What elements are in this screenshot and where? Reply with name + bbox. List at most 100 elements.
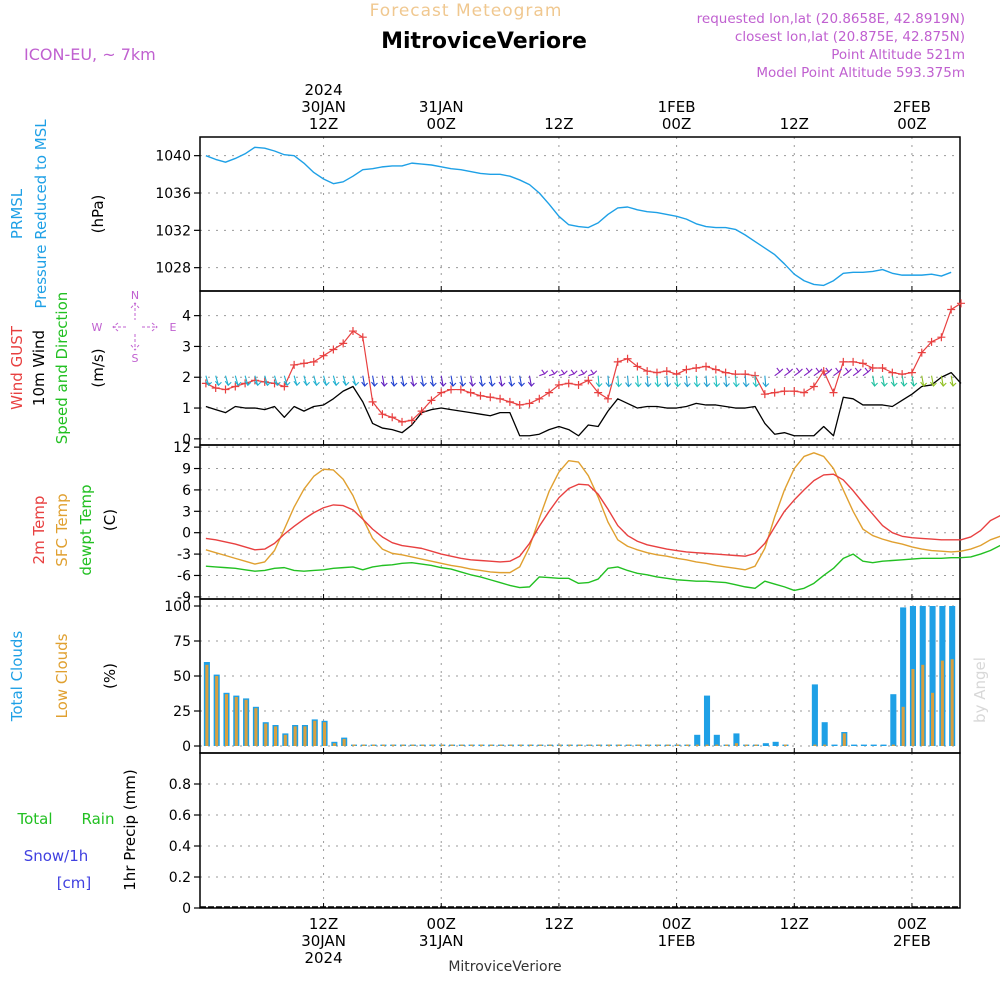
time-label-bottom: 31JAN [419, 932, 464, 950]
wind-direction-head [459, 381, 467, 387]
wind-direction-head [508, 381, 516, 387]
wind-direction-arrow [744, 375, 747, 387]
wind-direction-arrow [764, 375, 767, 387]
wind-direction-head [644, 382, 652, 388]
wind-direction-head [625, 382, 632, 388]
low-cloud-bar [342, 739, 346, 746]
wind-direction-head [949, 381, 957, 387]
gust-marker [809, 382, 818, 391]
model-altitude: Model Point Altitude 593.375m [756, 65, 965, 81]
wind-direction-arrow [372, 375, 376, 387]
low-cloud-bar [607, 744, 611, 746]
low-cloud-bar [891, 744, 895, 746]
wind-direction-arrow [636, 375, 639, 387]
y-tick-label: 1036 [155, 186, 191, 202]
wind-direction-arrow [931, 375, 934, 387]
low-cloud-bar [734, 743, 738, 746]
low-cloud-bar [411, 744, 415, 746]
y-tick-label: 0 [182, 739, 191, 755]
gust-marker [839, 357, 848, 366]
gust-marker [692, 364, 701, 372]
wind-direction-arrow [921, 375, 925, 387]
total-cloud-bar [821, 722, 828, 746]
gust-marker [800, 388, 809, 397]
low-cloud-bar [646, 744, 650, 746]
wind-label-direction: Speed and Direction [53, 292, 71, 445]
total-cloud-bar [890, 694, 897, 746]
time-label-bottom: 12Z [309, 915, 338, 933]
time-label-bottom: 12Z [780, 915, 809, 933]
total-cloud-bar [860, 744, 867, 746]
low-cloud-bar [323, 722, 327, 746]
wind-direction-head [674, 382, 681, 388]
time-label-bottom: 2FEB [893, 932, 931, 950]
low-cloud-bar [548, 744, 552, 746]
product-title: Forecast Meteogram [370, 1, 563, 21]
low-cloud-bar [313, 720, 317, 746]
gust-marker [241, 379, 250, 388]
low-cloud-bar [499, 744, 503, 746]
gust-marker [358, 333, 367, 342]
wind-direction-arrow [872, 375, 876, 387]
y-tick-label: 50 [173, 669, 191, 685]
wind-direction-arrow [656, 375, 659, 387]
wind-direction-arrow [283, 375, 288, 386]
gust-marker [603, 394, 612, 403]
compass-e: E [170, 321, 177, 334]
low-cloud-bar [627, 744, 631, 746]
low-cloud-bar [244, 699, 248, 746]
wind-direction-head [313, 380, 320, 387]
gust-marker [947, 305, 956, 314]
point-altitude: Point Altitude 521m [831, 47, 965, 63]
y-tick-label: 6 [182, 483, 191, 499]
wind-gust-line [205, 302, 962, 423]
precip-label-total: Total [16, 810, 52, 828]
wind-direction-head [234, 380, 242, 387]
low-cloud-bar [931, 692, 935, 746]
wind-direction-head [342, 380, 350, 387]
wind-direction-head [244, 380, 252, 387]
low-cloud-bar [479, 744, 483, 746]
gust-marker [927, 337, 936, 346]
gust-marker [937, 333, 946, 342]
wind-direction-head [825, 367, 833, 373]
wind-direction-arrow [381, 375, 385, 387]
gust-marker [711, 365, 720, 374]
low-cloud-bar [725, 744, 729, 746]
precip-label-snow: Snow/1h [24, 847, 89, 865]
wind-direction-arrow [293, 375, 298, 386]
total-cloud-bar [851, 744, 858, 746]
precip-unit: 1hr Precip (mm) [121, 769, 139, 890]
low-cloud-bar [528, 744, 533, 746]
wind-direction-head [352, 380, 360, 387]
wind-direction-arrow [460, 375, 464, 387]
footer-station: MitroviceVeriore [448, 959, 561, 975]
time-label-bottom: 00Z [427, 915, 456, 933]
station-title: MitroviceVeriore [381, 29, 587, 54]
wind-direction-head [683, 382, 691, 388]
low-cloud-bar [303, 726, 307, 746]
wind-direction-head [205, 380, 213, 387]
compass-n: N [131, 289, 139, 302]
temp-2m-line [205, 473, 1000, 563]
wind-direction-arrow [862, 371, 869, 377]
gust-marker [309, 357, 318, 366]
wind-direction-head [880, 381, 888, 387]
gust-marker [652, 368, 661, 377]
closest-coords: closest lon,lat (20.875E, 42.875N) [735, 29, 965, 45]
gust-marker [447, 385, 456, 394]
wind-unit: (m/s) [89, 348, 107, 387]
wind-direction-arrow [588, 373, 594, 377]
y-tick-label: -9 [177, 590, 191, 606]
wind-direction-head [713, 382, 721, 388]
wind-direction-arrow [519, 375, 523, 387]
precip-label-cm: [cm] [57, 874, 92, 892]
wind-direction-head [283, 380, 291, 387]
low-cloud-bar [205, 664, 209, 746]
y-tick-label: -3 [177, 547, 191, 563]
gust-marker [868, 364, 877, 372]
wind-direction-arrow [558, 373, 565, 377]
wind-direction-arrow [342, 375, 347, 386]
wind-direction-arrow [205, 375, 210, 386]
low-cloud-bar [940, 660, 944, 746]
